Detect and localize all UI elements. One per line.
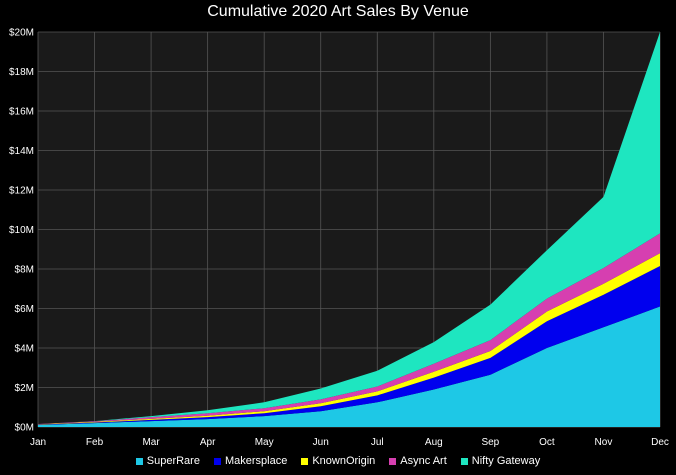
x-tick-label: Mar [142,437,160,448]
y-tick-label: $8M [15,265,34,276]
x-tick-label: Dec [651,437,669,448]
area-superrare [38,306,660,427]
legend-item: Makersplace [213,455,288,467]
legend-label: SuperRare [146,455,200,467]
y-tick-label: $10M [9,225,34,236]
y-tick-label: $0M [15,423,34,434]
legend-item: Async Art [389,455,447,467]
legend-item: KnownOrigin [301,455,375,467]
y-tick-label: $2M [15,383,34,394]
x-tick-label: Feb [86,437,104,448]
legend-label: Async Art [400,455,447,467]
legend-label: Nifty Gateway [471,455,541,467]
x-tick-label: Nov [595,437,613,448]
x-tick-label: Jun [313,437,329,448]
y-tick-label: $14M [9,146,34,157]
y-tick-label: $20M [9,28,34,39]
legend-label: KnownOrigin [312,455,376,467]
chart-title: Cumulative 2020 Art Sales By Venue [207,3,469,20]
x-tick-label: Apr [200,437,216,448]
area-makersplace [38,266,660,425]
y-tick-label: $12M [9,186,34,197]
y-tick-label: $18M [9,67,34,78]
legend-swatch [135,457,143,465]
x-tick-label: Sep [481,437,499,448]
legend-item: Nifty Gateway [460,455,541,467]
legend-swatch [301,457,309,465]
x-tick-label: Aug [425,437,443,448]
legend-swatch [389,457,397,465]
x-tick-label: May [255,437,274,448]
x-tick-label: Jan [30,437,46,448]
legend-swatch [213,457,221,465]
legend-swatch [460,457,468,465]
legend-label: Makersplace [224,455,288,467]
area-nifty-gateway [38,32,660,424]
legend-item: SuperRare [135,455,200,467]
y-tick-label: $6M [15,304,34,315]
legend: SuperRare Makersplace KnownOrigin Async Art… [0,455,676,467]
y-tick-label: $4M [15,344,34,355]
x-tick-label: Oct [539,437,555,448]
y-tick-label: $16M [9,107,34,118]
x-tick-label: Jul [371,437,384,448]
